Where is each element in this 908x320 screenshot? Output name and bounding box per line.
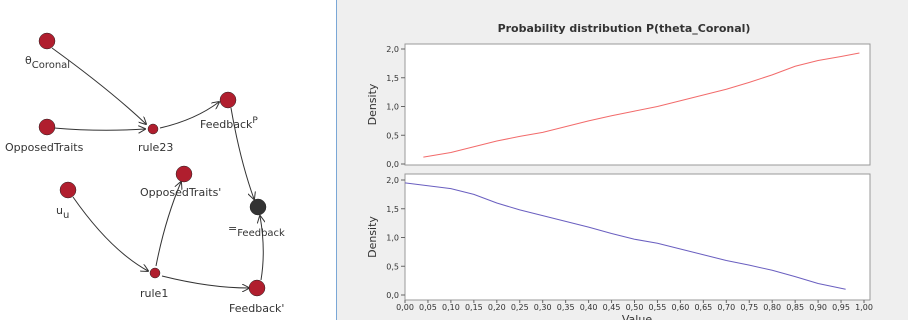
x-tick-label: 0,45 [603,303,621,312]
plot-area [404,173,871,301]
y-tick-label: 0,5 [386,262,399,271]
node-label-main: θ [25,54,32,67]
node [38,32,56,50]
x-tick-label: 1,00 [855,303,873,312]
x-tick-label: 0,90 [809,303,827,312]
node-label-sub: Coronal [32,60,70,71]
node [249,198,267,216]
node-label: OpposedTraits [5,141,84,154]
node [147,123,159,135]
y-tick-label: 2,0 [386,176,399,185]
node [59,181,77,199]
x-tick-label: 0,85 [786,303,804,312]
x-tick-label: 0,00 [396,303,414,312]
data-line [404,182,846,290]
node-label-sub: Feedback [237,228,285,239]
node-label: rule1 [140,287,168,300]
edge [72,196,148,271]
y-tick-label: 0,0 [386,291,399,300]
y-axis-label: Density [366,83,379,125]
node-label-main: u [56,204,63,217]
x-tick-label: 0,70 [717,303,735,312]
node [175,165,193,183]
x-tick-label: 0,30 [534,303,552,312]
node-label: rule23 [138,141,173,154]
diagram-panel [0,0,336,320]
y-tick-label: 1,0 [386,234,399,243]
x-tick-label: 0,25 [511,303,529,312]
edges [51,47,263,288]
y-tick-label: 1,0 [386,103,399,112]
node [38,118,56,136]
x-tick-label: 0,55 [649,303,667,312]
x-tick-label: 0,10 [442,303,460,312]
x-tick-label: 0,05 [419,303,437,312]
x-tick-label: 0,75 [740,303,758,312]
edge [260,216,263,281]
node-label: Feedback' [229,302,284,315]
chart-layer: Probability distribution P(theta_Coronal… [366,22,873,320]
x-tick-label: 0,35 [557,303,575,312]
y-tick-label: 0,5 [386,131,399,140]
node-label-main: Feedback' [229,302,284,315]
x-tick-label: 0,50 [626,303,644,312]
y-axis-label: Density [366,216,379,258]
data-line [423,52,860,158]
node-label: =Feedback [228,222,285,239]
edge [155,182,181,267]
y-tick-label: 1,5 [386,205,399,214]
y-tick-label: 1,5 [386,74,399,83]
chart-title: Probability distribution P(theta_Coronal… [498,22,751,35]
edge [230,107,254,199]
x-tick-label: 0,65 [694,303,712,312]
node-label: OpposedTraits' [140,186,221,199]
x-axis-label: Value [622,313,652,320]
edge [53,128,145,130]
edge [161,275,249,288]
x-tick-label: 0,60 [671,303,689,312]
x-tick-label: 0,95 [832,303,850,312]
node-label-main: Feedback [200,118,253,131]
node-label: θCoronal [25,54,70,71]
node-label-sub: u [63,210,69,221]
node-label-main: rule23 [138,141,173,154]
node [219,91,237,109]
edge [159,102,219,129]
x-tick-label: 0,40 [580,303,598,312]
edge [51,47,146,124]
x-tick-label: 0,20 [488,303,506,312]
node [149,267,161,279]
x-tick-label: 0,80 [763,303,781,312]
node-label: uu [56,204,69,221]
node-label-sup: P [252,116,258,126]
node-label-main: rule1 [140,287,168,300]
node [248,279,266,297]
y-tick-label: 0,0 [386,160,399,169]
node-label-main: = [228,222,237,235]
node-label-main: OpposedTraits [5,141,84,154]
y-tick-label: 2,0 [386,45,399,54]
node-label: FeedbackP [200,116,258,131]
x-tick-label: 0,15 [465,303,483,312]
node-label-main: OpposedTraits' [140,186,221,199]
